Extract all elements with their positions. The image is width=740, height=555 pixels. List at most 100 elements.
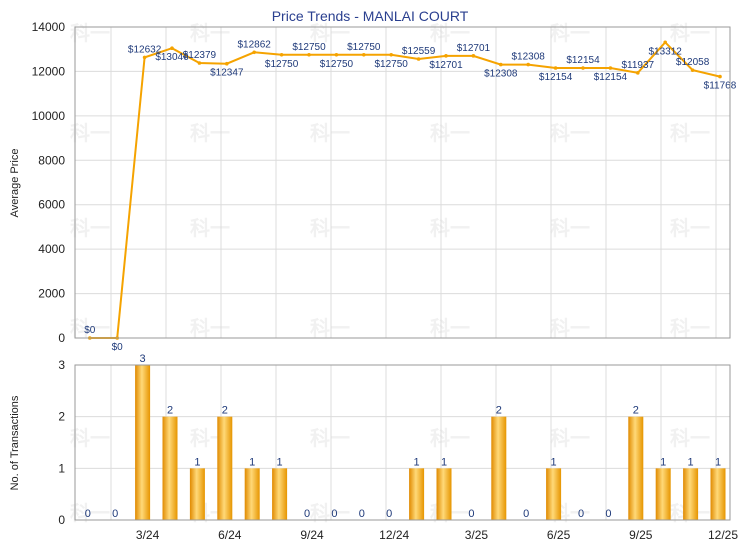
price-point: [170, 46, 174, 50]
price-y-tick-label: 4000: [38, 242, 65, 256]
price-data-label: $12308: [484, 69, 518, 80]
x-tick-label: 6/24: [218, 528, 242, 542]
transaction-bar: [436, 468, 452, 520]
price-point: [142, 55, 147, 60]
transaction-bar: [162, 416, 178, 520]
watermark-text: 科一: [550, 216, 590, 240]
price-point: [581, 66, 585, 70]
price-data-label: $12750: [320, 59, 354, 70]
transaction-count-label: 1: [441, 456, 447, 468]
price-data-label: $12308: [512, 52, 546, 63]
price-plot-frame: [74, 26, 731, 339]
price-data-label: $11768: [704, 81, 737, 92]
price-data-label: $12347: [210, 68, 244, 79]
price-point: [416, 57, 421, 61]
transaction-bar: [683, 468, 699, 520]
transaction-count-label: 1: [715, 456, 721, 468]
x-axis-ticks: 3/24 6/24 9/24 12/24 3/25 6/25 9/25 12/25: [136, 528, 738, 542]
transaction-count-label: 0: [605, 508, 611, 520]
price-point: [690, 68, 695, 72]
transaction-count-label: 3: [140, 353, 146, 365]
transaction-count-label: 1: [249, 456, 255, 468]
transaction-bar: [710, 468, 726, 520]
watermark-text: 科一: [670, 21, 710, 45]
price-y-tick-label: 8000: [38, 153, 65, 167]
transactions-y-tick-label: 0: [58, 513, 65, 527]
transaction-bar: [655, 468, 671, 520]
price-point: [362, 52, 366, 57]
transaction-count-label: 0: [304, 508, 310, 520]
chart-title: Price Trends - MANLAI COURT: [272, 8, 469, 24]
watermark-text: 科一: [70, 501, 110, 525]
price-point: [636, 71, 640, 75]
price-data-label: $12154: [594, 72, 628, 83]
transaction-count-label: 0: [468, 508, 474, 520]
transaction-count-label: 2: [496, 405, 502, 417]
watermark-text: 科一: [550, 121, 590, 145]
price-point: [718, 74, 722, 79]
transaction-count-label: 0: [359, 508, 365, 520]
transactions-y-tick-label: 1: [58, 461, 65, 475]
transactions-bars: [135, 365, 726, 520]
price-point: [307, 52, 311, 57]
watermark-text: 科一: [190, 216, 230, 240]
price-line: [89, 40, 721, 339]
watermark-text: 科一: [550, 426, 590, 450]
transaction-count-label: 1: [660, 456, 666, 468]
x-tick-label: 3/25: [465, 528, 489, 542]
price-point: [225, 61, 229, 66]
watermark-text: 科一: [670, 316, 710, 340]
price-data-label: $11937: [621, 60, 654, 71]
watermark-text: 科一: [430, 426, 470, 450]
x-tick-label: 9/24: [300, 528, 324, 542]
price-data-label: $12750: [347, 42, 381, 53]
price-point: [526, 62, 530, 67]
price-series-points: [88, 40, 722, 340]
watermark-text: 科一: [190, 316, 230, 340]
transaction-bar: [491, 416, 507, 520]
watermark-text: 科一: [550, 316, 590, 340]
transaction-count-label: 1: [551, 456, 557, 468]
price-data-label: $12862: [238, 39, 272, 50]
watermark-text: 科一: [70, 121, 110, 145]
watermark-text: 科一: [670, 426, 710, 450]
transactions-plot-frame: [74, 364, 731, 521]
watermark-text: 科一: [310, 216, 350, 240]
price-data-label: $12559: [402, 46, 436, 57]
price-data-label: $12750: [375, 59, 409, 70]
price-y-tick-label: 2000: [38, 287, 65, 301]
transaction-bar: [409, 468, 425, 520]
transaction-count-label: 0: [523, 508, 529, 520]
transaction-bar: [135, 365, 151, 520]
transaction-count-label: 1: [277, 456, 283, 468]
price-data-label: $12701: [429, 60, 463, 71]
transaction-count-label: 1: [194, 456, 200, 468]
price-point: [608, 66, 613, 70]
watermark-text: 科一: [70, 426, 110, 450]
price-y-tick-label: 12000: [32, 64, 66, 78]
price-data-label: $13046: [155, 52, 189, 63]
price-data-label: $12701: [457, 43, 491, 54]
x-tick-label: 6/25: [547, 528, 571, 542]
transaction-bar: [272, 468, 288, 520]
transactions-data-labels: 0 0 3 2 1 2 1 1 0 0 0 0 1 1 0 2 0 1 0 0 2 1 1 1: [85, 353, 721, 520]
transaction-count-label: 1: [414, 456, 420, 468]
transaction-bar: [217, 416, 233, 520]
price-data-label: $12750: [265, 59, 299, 70]
price-point: [444, 54, 448, 58]
transactions-y-axis-ticks: 0 1 2 3: [58, 358, 65, 527]
price-data-label: $13312: [649, 46, 683, 57]
transaction-count-label: 0: [85, 508, 91, 520]
watermark-text: 科一: [670, 216, 710, 240]
transaction-bar: [546, 468, 562, 520]
price-point: [197, 61, 202, 65]
watermark-text: 科一: [70, 21, 110, 45]
transaction-bar: [628, 416, 644, 520]
price-y-tick-label: 6000: [38, 198, 65, 212]
transaction-bar: [244, 468, 260, 520]
transaction-count-label: 1: [688, 456, 694, 468]
transaction-bar: [189, 468, 205, 520]
watermark-text: 科一: [430, 316, 470, 340]
price-y-tick-label: 0: [58, 331, 65, 345]
